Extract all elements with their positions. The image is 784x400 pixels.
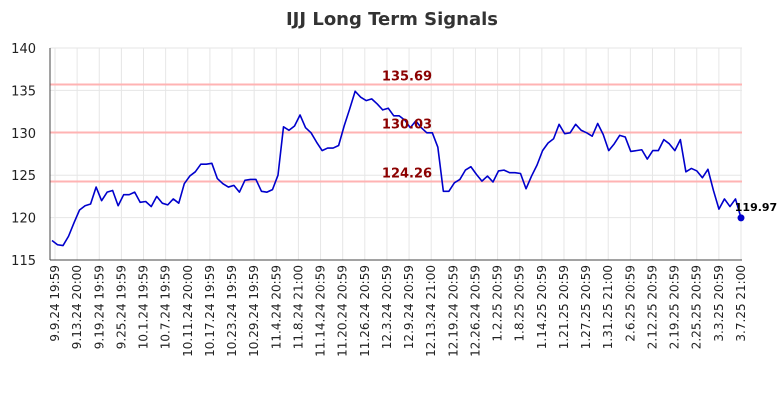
x-tick-label: 1.31.25 21:00 (601, 265, 615, 349)
x-tick-label: 12.3.24 20:59 (380, 265, 394, 349)
x-tick-label: 11.26.24 20:59 (358, 265, 372, 357)
x-tick-label: 2.12.25 20:59 (645, 265, 659, 349)
x-tick-label: 11.20.24 20:59 (336, 265, 350, 357)
x-tick-label: 11.8.24 21:00 (291, 265, 305, 349)
x-tick-label: 12.19.24 20:59 (446, 265, 460, 357)
chart-title: IJJ Long Term Signals (286, 9, 498, 30)
signal-level-label: 135.69 (382, 70, 432, 85)
x-tick-label: 9.9.24 19:59 (48, 265, 62, 342)
x-tick-label: 11.14.24 20:59 (314, 265, 328, 357)
signal-levels (50, 83, 742, 183)
series (51, 90, 745, 247)
signal-level-label: 130.03 (382, 118, 432, 133)
last-point-marker (737, 214, 745, 222)
x-tick-label: 3.7.25 21:00 (734, 265, 748, 342)
y-tick-label: 130 (11, 127, 36, 142)
y-tick-label: 120 (11, 212, 36, 227)
y-tick-label: 125 (11, 169, 36, 184)
x-tick-label: 12.9.24 20:59 (402, 265, 416, 349)
x-tick-label: 9.25.24 19:59 (114, 265, 128, 349)
y-tick-label: 115 (11, 254, 36, 269)
labels: 135.69 130.03 124.26 119.97 (382, 70, 777, 214)
x-tick-label: 10.1.24 19:59 (137, 265, 151, 349)
x-tick-label: 10.11.24 20:00 (181, 265, 195, 357)
x-tick-label: 12.26.24 20:59 (468, 265, 482, 357)
y-tick-label: 140 (11, 42, 36, 57)
x-tick-label: 1.21.25 20:59 (557, 265, 571, 349)
x-tick-label: 3.3.25 20:59 (712, 265, 726, 342)
x-tick-label: 10.23.24 19:59 (225, 265, 239, 357)
x-tick-label: 1.14.25 20:59 (535, 265, 549, 349)
x-tick-label: 1.27.25 20:59 (579, 265, 593, 349)
x-tick-label: 2.25.25 20:59 (690, 265, 704, 349)
x-tick-label: 2.19.25 20:59 (668, 265, 682, 349)
x-tick-label: 10.29.24 19:59 (247, 265, 261, 357)
x-tick-label: 9.13.24 20:00 (70, 265, 84, 349)
x-tick-label: 2.6.25 20:59 (623, 265, 637, 342)
x-tick-label: 11.4.24 20:59 (269, 265, 283, 349)
grid (50, 47, 742, 261)
x-tick-label: 9.19.24 19:59 (92, 265, 106, 349)
x-tick-label: 10.17.24 19:59 (203, 265, 217, 357)
price-line (51, 90, 742, 247)
y-tick-label: 135 (11, 84, 36, 99)
x-tick-label: 1.8.25 20:59 (513, 265, 527, 342)
signal-level-label: 124.26 (382, 166, 432, 181)
x-tick-label: 10.7.24 19:59 (159, 265, 173, 349)
axes: 115 120 125 130 135 140 9.9.24 19:59 9.13.24 20… (11, 42, 748, 357)
x-tick-label: 1.2.25 20:59 (491, 265, 505, 342)
x-tick-label: 12.13.24 21:00 (424, 265, 438, 357)
last-value-label: 119.97 (735, 201, 777, 214)
